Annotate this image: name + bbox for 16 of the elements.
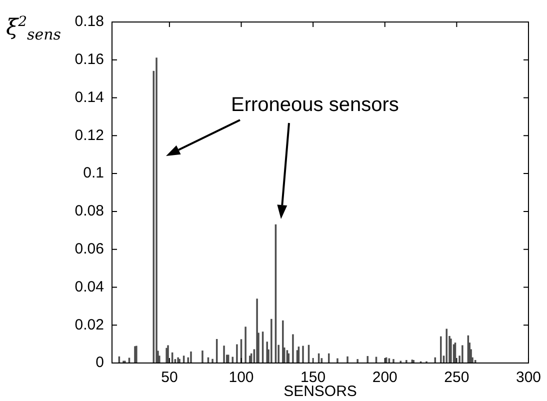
y-tick-label: 0.02: [74, 316, 104, 334]
x-tick-label: 300: [516, 369, 541, 386]
y-tick-label: 0.14: [74, 88, 104, 106]
x-tick-label: 250: [444, 369, 470, 386]
x-tick-label: 100: [228, 369, 254, 386]
x-tick-label: 50: [161, 369, 178, 386]
y-tick-label: 0: [96, 354, 104, 372]
x-tick-label: 200: [372, 369, 398, 386]
y-tick-label: 0.12: [74, 126, 104, 144]
y-tick-label: 0.18: [74, 13, 104, 30]
y-tick-label: 0.16: [74, 51, 104, 68]
y-tick-label: 0.04: [74, 278, 104, 296]
annotation: Erroneous sensors: [231, 94, 399, 116]
y-tick-label: 0.08: [74, 202, 104, 220]
y-tick-label: 0.06: [74, 240, 104, 258]
y-tick-label: 0.1: [83, 164, 104, 182]
